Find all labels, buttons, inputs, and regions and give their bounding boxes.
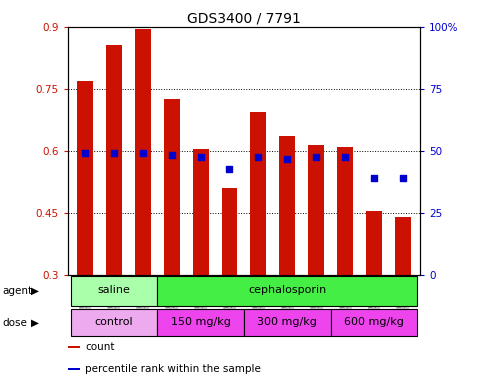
Bar <box>71 309 157 336</box>
Title: GDS3400 / 7791: GDS3400 / 7791 <box>187 12 301 26</box>
Bar <box>395 217 411 275</box>
Bar <box>193 149 209 275</box>
Text: ▶: ▶ <box>31 318 39 328</box>
Bar <box>164 99 180 275</box>
Point <box>110 150 118 156</box>
Text: 300 mg/kg: 300 mg/kg <box>257 317 317 327</box>
Bar <box>71 276 157 306</box>
Bar <box>106 45 122 275</box>
Bar <box>331 309 417 336</box>
Bar <box>250 111 266 275</box>
Point <box>255 154 262 160</box>
Text: percentile rank within the sample: percentile rank within the sample <box>85 364 261 374</box>
Text: count: count <box>85 342 115 352</box>
Text: cephalosporin: cephalosporin <box>248 285 327 295</box>
Text: 600 mg/kg: 600 mg/kg <box>344 317 404 327</box>
Text: dose: dose <box>2 318 28 328</box>
Bar <box>135 29 151 275</box>
Bar <box>337 147 353 275</box>
Point <box>139 150 147 156</box>
Point <box>81 150 89 156</box>
Point <box>284 156 291 162</box>
Bar <box>157 309 244 336</box>
Bar <box>77 81 93 275</box>
Point <box>399 174 407 180</box>
Point <box>341 154 349 160</box>
Bar <box>279 136 295 275</box>
Text: control: control <box>95 317 133 327</box>
Text: 150 mg/kg: 150 mg/kg <box>170 317 230 327</box>
Bar <box>68 368 80 371</box>
Text: ▶: ▶ <box>31 286 39 296</box>
Bar <box>366 210 382 275</box>
Point <box>313 154 320 160</box>
Bar <box>222 188 238 275</box>
Bar <box>68 346 80 349</box>
Bar <box>157 276 417 306</box>
Point <box>226 166 233 172</box>
Text: agent: agent <box>2 286 32 296</box>
Point <box>370 174 378 180</box>
Bar <box>244 309 331 336</box>
Point <box>197 154 204 160</box>
Text: saline: saline <box>98 285 130 295</box>
Bar <box>308 144 324 275</box>
Point <box>168 152 175 158</box>
